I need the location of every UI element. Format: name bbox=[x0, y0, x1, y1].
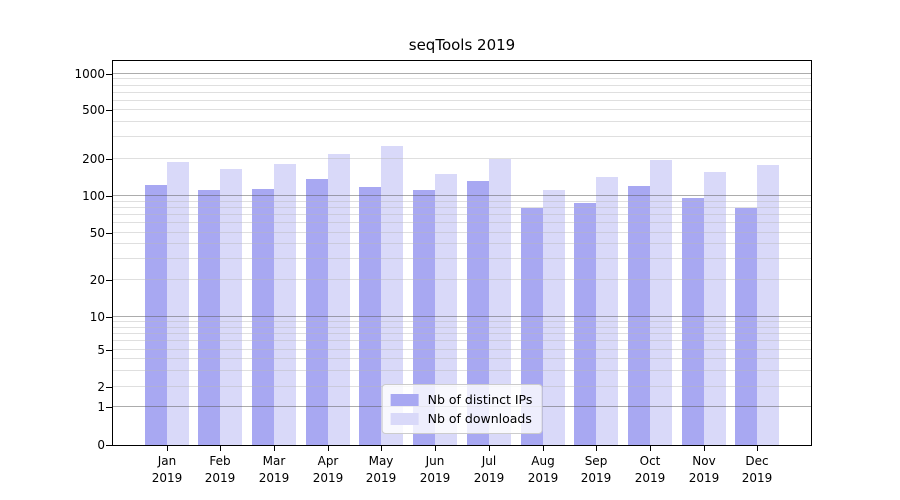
bar-downloads-mar bbox=[274, 164, 296, 445]
x-tick-mark-dec bbox=[757, 446, 758, 451]
x-tick-label-dec: Dec 2019 bbox=[741, 454, 773, 485]
bar-downloads-feb bbox=[220, 169, 242, 445]
x-tick-mark-jun bbox=[435, 446, 436, 451]
legend-label-downloads: Nb of downloads bbox=[427, 411, 532, 426]
y-tick-mark-2 bbox=[106, 387, 112, 388]
chart-title: seqTools 2019 bbox=[408, 36, 516, 54]
y-tick-mark-10 bbox=[106, 317, 112, 318]
bar-distinct-ips-nov bbox=[682, 198, 704, 445]
y-tick-mark-50 bbox=[106, 233, 112, 234]
x-tick-label-may: May 2019 bbox=[365, 454, 397, 485]
bar-distinct-ips-jul bbox=[467, 181, 489, 445]
x-tick-mark-nov bbox=[704, 446, 705, 451]
gridline-minor-500 bbox=[113, 109, 811, 110]
y-tick-mark-0 bbox=[106, 445, 112, 446]
bar-distinct-ips-dec bbox=[735, 208, 757, 445]
bar-distinct-ips-oct bbox=[628, 186, 650, 445]
legend-item-distinct-ips: Nb of distinct IPs bbox=[390, 390, 533, 409]
x-tick-label-feb: Feb 2019 bbox=[204, 454, 236, 485]
bar-distinct-ips-may bbox=[359, 187, 381, 445]
y-tick-mark-1 bbox=[106, 407, 112, 408]
x-tick-mark-apr bbox=[328, 446, 329, 451]
bar-distinct-ips-apr bbox=[306, 179, 328, 445]
legend: Nb of distinct IPs Nb of downloads bbox=[381, 384, 543, 434]
x-tick-mark-jan bbox=[167, 446, 168, 451]
bar-downloads-jun bbox=[435, 174, 457, 445]
gridline-minor-300 bbox=[113, 136, 811, 137]
legend-label-distinct-ips: Nb of distinct IPs bbox=[427, 392, 533, 407]
bar-distinct-ips-mar bbox=[252, 189, 274, 445]
legend-swatch-distinct-ips bbox=[390, 393, 419, 406]
y-tick-label-20: 20 bbox=[89, 273, 105, 287]
gridline-minor-200 bbox=[113, 158, 811, 159]
y-tick-label-0: 0 bbox=[97, 438, 105, 452]
x-tick-mark-sep bbox=[596, 446, 597, 451]
bar-downloads-dec bbox=[757, 165, 779, 445]
y-tick-label-1000: 1000 bbox=[74, 67, 105, 81]
y-tick-label-200: 200 bbox=[82, 152, 105, 166]
gridline-major-1000 bbox=[113, 73, 811, 74]
x-tick-label-nov: Nov 2019 bbox=[688, 454, 720, 485]
plot-area: Nb of distinct IPs Nb of downloads bbox=[112, 60, 812, 446]
x-tick-label-sep: Sep 2019 bbox=[580, 454, 612, 485]
x-tick-label-mar: Mar 2019 bbox=[258, 454, 290, 485]
bar-downloads-jan bbox=[167, 162, 189, 445]
legend-item-downloads: Nb of downloads bbox=[390, 409, 533, 428]
bar-downloads-jul bbox=[489, 159, 511, 445]
y-tick-label-100: 100 bbox=[82, 189, 105, 203]
y-tick-mark-5 bbox=[106, 350, 112, 351]
gridline-minor-400 bbox=[113, 121, 811, 122]
x-tick-label-apr: Apr 2019 bbox=[312, 454, 344, 485]
x-tick-label-jun: Jun 2019 bbox=[419, 454, 451, 485]
y-tick-label-50: 50 bbox=[89, 226, 105, 240]
x-tick-mark-mar bbox=[274, 446, 275, 451]
bar-downloads-sep bbox=[596, 177, 618, 445]
bar-distinct-ips-feb bbox=[198, 190, 220, 445]
bar-distinct-ips-sep bbox=[574, 203, 596, 445]
x-tick-label-jan: Jan 2019 bbox=[151, 454, 183, 485]
x-tick-mark-oct bbox=[650, 446, 651, 451]
y-tick-mark-100 bbox=[106, 196, 112, 197]
x-tick-mark-may bbox=[381, 446, 382, 451]
y-tick-label-5: 5 bbox=[97, 343, 105, 357]
gridline-minor-600 bbox=[113, 100, 811, 101]
x-tick-mark-jul bbox=[489, 446, 490, 451]
y-tick-mark-1000 bbox=[106, 74, 112, 75]
bar-distinct-ips-jan bbox=[145, 185, 167, 445]
bar-downloads-nov bbox=[704, 172, 726, 445]
y-tick-mark-500 bbox=[106, 110, 112, 111]
x-tick-label-jul: Jul 2019 bbox=[473, 454, 505, 485]
bar-downloads-aug bbox=[543, 190, 565, 445]
x-tick-label-aug: Aug 2019 bbox=[527, 454, 559, 485]
bar-downloads-oct bbox=[650, 160, 672, 445]
y-tick-label-2: 2 bbox=[97, 380, 105, 394]
y-tick-mark-20 bbox=[106, 280, 112, 281]
gridline-minor-700 bbox=[113, 92, 811, 93]
legend-swatch-downloads bbox=[390, 412, 419, 425]
y-tick-label-1: 1 bbox=[97, 400, 105, 414]
gridline-minor-900 bbox=[113, 78, 811, 79]
x-tick-label-oct: Oct 2019 bbox=[634, 454, 666, 485]
y-tick-label-500: 500 bbox=[82, 103, 105, 117]
x-tick-mark-aug bbox=[543, 446, 544, 451]
y-tick-label-10: 10 bbox=[89, 310, 105, 324]
bar-downloads-apr bbox=[328, 154, 350, 445]
bar-distinct-ips-jun bbox=[413, 190, 435, 445]
x-tick-mark-feb bbox=[220, 446, 221, 451]
gridline-minor-800 bbox=[113, 85, 811, 86]
bar-downloads-may bbox=[381, 146, 403, 445]
y-tick-mark-200 bbox=[106, 159, 112, 160]
